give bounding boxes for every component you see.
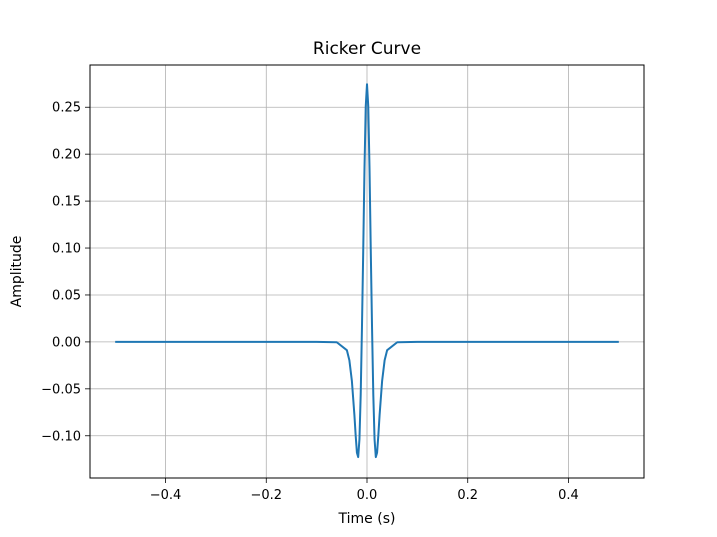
y-tick-label: 0.05: [52, 288, 81, 303]
x-tick-label: 0.2: [457, 488, 478, 503]
y-tick-label: 0.25: [52, 101, 81, 116]
y-axis-label: Amplitude: [9, 236, 25, 308]
y-tick-label: −0.10: [41, 429, 81, 444]
x-tick-label: −0.4: [150, 488, 182, 503]
y-tick-label: 0.20: [52, 148, 81, 163]
x-tick-label: 0.4: [558, 488, 579, 503]
y-tick-label: 0.10: [52, 242, 81, 257]
x-axis-label: Time (s): [338, 511, 396, 527]
chart-title: Ricker Curve: [313, 39, 421, 59]
y-tick-label: −0.05: [41, 382, 81, 397]
x-tick-label: −0.2: [250, 488, 282, 503]
y-tick-label: 0.00: [52, 335, 81, 350]
series-line-0: [115, 83, 619, 459]
series-layer: [115, 83, 619, 459]
y-tick-label: 0.15: [52, 195, 81, 210]
tick-layer: −0.4 −0.2 0.0 0.2 0.4 −0.10 −0.05 0.00 0.05 0.10 0…: [41, 101, 579, 503]
x-tick-label: 0.0: [357, 488, 378, 503]
